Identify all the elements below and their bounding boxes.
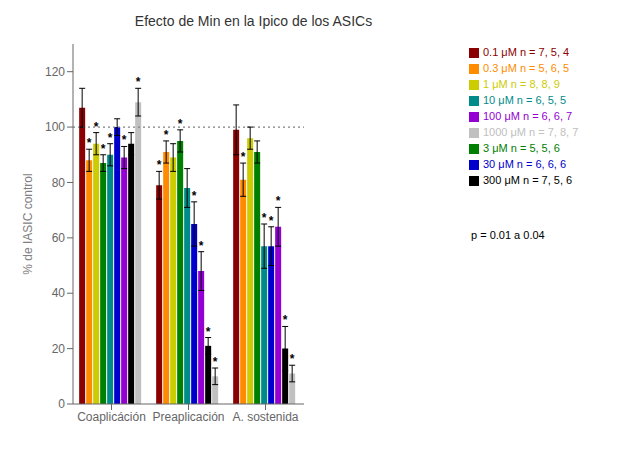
svg-text:100: 100 — [45, 120, 65, 134]
svg-text:*: * — [157, 158, 162, 172]
svg-text:20: 20 — [52, 342, 66, 356]
html-text:300 μM n = 7, 5, 6: 300 μM n = 7, 5, 6 — [483, 174, 573, 186]
html-text:Efecto de Min en la Ipico de l: Efecto de Min en la Ipico de los ASICs — [134, 13, 373, 29]
html-text:p = 0.01 a 0.04: p = 0.01 a 0.04 — [471, 229, 545, 241]
svg-text:*: * — [241, 150, 246, 164]
svg-text:120: 120 — [45, 65, 65, 79]
svg-text:*: * — [122, 133, 127, 147]
html-text:0.3 μM n = 5, 6, 5: 0.3 μM n = 5, 6, 5 — [483, 62, 570, 74]
svg-text:*: * — [199, 239, 204, 253]
svg-text:*: * — [101, 142, 106, 156]
html-text:0.1 μM n = 7, 5, 4: 0.1 μM n = 7, 5, 4 — [483, 46, 570, 58]
svg-text:80: 80 — [52, 176, 66, 190]
svg-text:*: * — [283, 313, 288, 327]
svg-text:*: * — [262, 211, 267, 225]
svg-text:*: * — [206, 325, 211, 339]
svg-text:*: * — [213, 355, 218, 369]
svg-text:*: * — [269, 214, 274, 228]
html-text:1000 μM n = 7, 8, 7: 1000 μM n = 7, 8, 7 — [483, 126, 579, 138]
svg-text:*: * — [276, 194, 281, 208]
svg-text:*: * — [87, 136, 92, 150]
svg-text:*: * — [108, 131, 113, 145]
svg-text:*: * — [178, 117, 183, 131]
svg-text:*: * — [136, 75, 141, 89]
svg-text:Preaplicación: Preaplicación — [152, 410, 224, 424]
svg-text:0: 0 — [58, 397, 65, 411]
html-text:100 μM n = 6, 6, 7: 100 μM n = 6, 6, 7 — [483, 110, 573, 122]
svg-text:60: 60 — [52, 231, 66, 245]
svg-text:*: * — [94, 120, 99, 134]
html-text:10 μM n = 6, 5, 5: 10 μM n = 6, 5, 5 — [483, 94, 567, 106]
svg-text:*: * — [192, 189, 197, 203]
svg-text:Coaplicáción: Coaplicáción — [77, 410, 146, 424]
svg-text:*: * — [290, 352, 295, 366]
svg-text:% de IASIC control: % de IASIC control — [21, 173, 35, 274]
html-text:30 μM n = 6, 6, 6: 30 μM n = 6, 6, 6 — [483, 158, 567, 170]
svg-text:40: 40 — [52, 286, 66, 300]
svg-text:*: * — [164, 128, 169, 142]
html-text:1 μM n = 8, 8, 9: 1 μM n = 8, 8, 9 — [483, 78, 560, 90]
html-text:3 μM n = 5, 5, 6: 3 μM n = 5, 5, 6 — [483, 142, 560, 154]
svg-text:A. sostenida: A. sostenida — [232, 410, 298, 424]
